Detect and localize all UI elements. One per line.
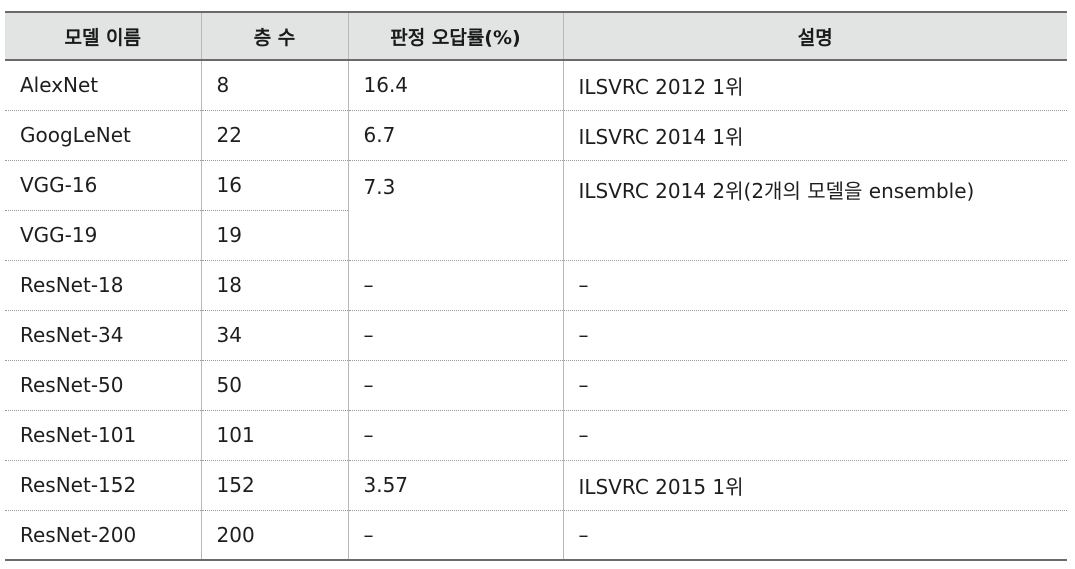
cell-error: 16.4 [347,60,563,111]
cell-layers: 50 [200,360,348,411]
cell-layers: 200 [200,510,348,561]
cell-model: VGG-19 [5,210,201,261]
cell-error: – [347,510,563,561]
cell-layers: 19 [200,210,348,261]
cell-error: 3.57 [347,460,563,511]
cell-description: ILSVRC 2012 1위 [562,60,1067,111]
header-layer-count: 층 수 [200,11,348,61]
cell-model: ResNet-200 [5,510,201,561]
cell-description: ILSVRC 2014 2위(2개의 모델을 ensemble) [562,160,1067,261]
cell-description: ILSVRC 2014 1위 [562,110,1067,161]
table-row: ResNet-18 18 – – [5,260,1067,311]
cell-layers: 16 [200,160,348,211]
table-row: ResNet-34 34 – – [5,310,1067,361]
cell-model: AlexNet [5,60,201,111]
cell-model: VGG-16 [5,160,201,211]
cell-error: – [347,360,563,411]
cell-layers: 18 [200,260,348,311]
cell-error: 6.7 [347,110,563,161]
cell-error: – [347,410,563,461]
table-header: 모델 이름 층 수 판정 오답률(%) 설명 [5,11,1067,61]
cell-description: – [562,310,1067,361]
cell-model: ResNet-152 [5,460,201,511]
cell-model: ResNet-101 [5,410,201,461]
cell-error: – [347,310,563,361]
model-comparison-table: 모델 이름 층 수 판정 오답률(%) 설명 AlexNet 8 16.4 IL… [5,11,1067,561]
cell-model: GoogLeNet [5,110,201,161]
table-row: GoogLeNet 22 6.7 ILSVRC 2014 1위 [5,110,1067,161]
table-row: ResNet-152 152 3.57 ILSVRC 2015 1위 [5,460,1067,511]
header-error-rate: 판정 오답률(%) [347,11,563,61]
cell-model: ResNet-50 [5,360,201,411]
model-comparison-table-wrapper: 모델 이름 층 수 판정 오답률(%) 설명 AlexNet 8 16.4 IL… [5,11,1067,561]
table-row: ResNet-200 200 – – [5,510,1067,561]
table-row: VGG-19 19 [5,210,1067,261]
cell-description: – [562,260,1067,311]
cell-model: ResNet-18 [5,260,201,311]
cell-layers: 152 [200,460,348,511]
cell-description: – [562,360,1067,411]
cell-description: ILSVRC 2015 1위 [562,460,1067,511]
header-model-name: 모델 이름 [5,11,201,61]
table-row: ResNet-50 50 – – [5,360,1067,411]
table-row: ResNet-101 101 – – [5,410,1067,461]
table-body: AlexNet 8 16.4 ILSVRC 2012 1위 GoogLeNet … [5,60,1067,561]
header-description: 설명 [562,11,1067,61]
header-row: 모델 이름 층 수 판정 오답률(%) 설명 [5,11,1067,61]
table-row: VGG-16 16 7.3 ILSVRC 2014 2위(2개의 모델을 ens… [5,160,1067,261]
cell-layers: 8 [200,60,348,111]
cell-error: – [347,260,563,311]
cell-layers: 34 [200,310,348,361]
cell-model: ResNet-34 [5,310,201,361]
cell-layers: 101 [200,410,348,461]
cell-layers: 22 [200,110,348,161]
cell-description: – [562,510,1067,561]
cell-description: – [562,410,1067,461]
cell-error: 7.3 [347,160,563,261]
table-row: AlexNet 8 16.4 ILSVRC 2012 1위 [5,60,1067,111]
